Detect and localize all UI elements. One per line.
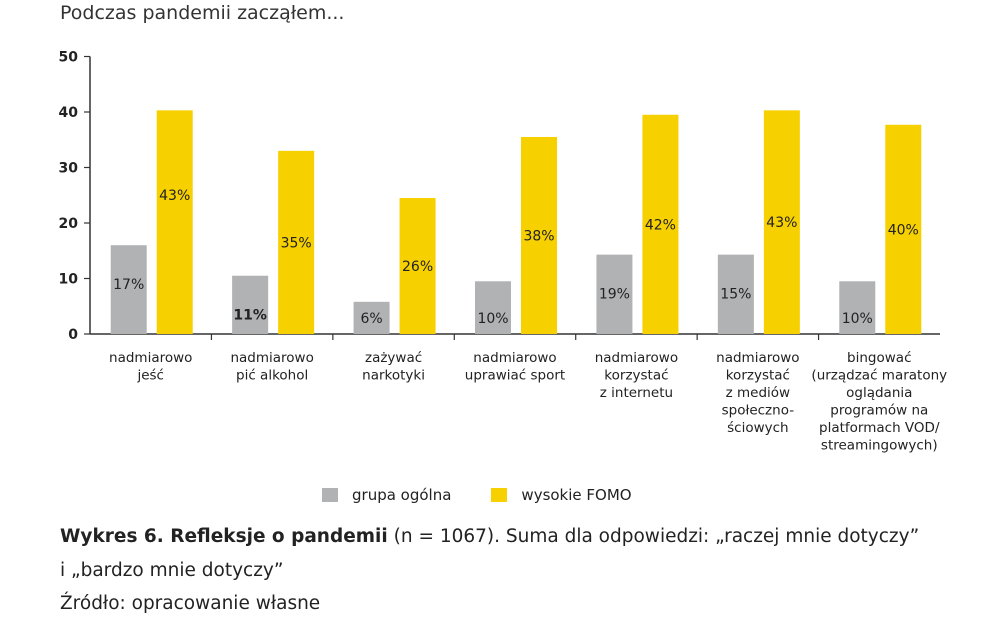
y-tick-label: 40 xyxy=(59,105,79,121)
data-label: 6% xyxy=(360,311,382,327)
bar-wysokie-fomo xyxy=(521,136,557,334)
x-category-label: nadmiarowo jeść xyxy=(109,350,192,384)
bar-chart: 0 10 20 30 40 50 17% 43% nadmiarowo jeść 11% 35% na… xyxy=(59,50,948,454)
data-label: 19% xyxy=(599,287,630,303)
x-category-label-line: nadmiarowo xyxy=(716,350,799,366)
x-category-label: nadmiarowo korzystać z internetu xyxy=(595,350,678,401)
y-tick-label: 20 xyxy=(59,216,79,232)
x-category-label-line: streamingowych) xyxy=(821,438,938,454)
x-category-label: nadmiarowo uprawiać sport xyxy=(465,350,565,384)
data-label: 42% xyxy=(645,217,676,233)
legend-item-wysokie-fomo: wysokie FOMO xyxy=(491,486,632,504)
x-category-label-line: zażywać xyxy=(365,350,422,366)
x-category-label-line: korzystać xyxy=(604,368,668,384)
y-tick-label: 50 xyxy=(59,50,79,66)
bar-wysokie-fomo xyxy=(642,114,679,335)
bar-wysokie-fomo xyxy=(278,150,315,334)
legend-label-grupa-ogolna: grupa ogólna xyxy=(352,486,452,504)
x-category-label-line: z mediów xyxy=(726,385,790,401)
data-label: 17% xyxy=(113,277,144,293)
x-category-label-line: (urządzać maratony xyxy=(811,368,947,384)
data-label: 40% xyxy=(888,222,919,238)
bar-wysokie-fomo xyxy=(156,110,193,335)
y-tick-label: 10 xyxy=(59,272,79,288)
x-category-label-line: nadmiarowo xyxy=(109,350,192,366)
legend-label-wysokie-fomo: wysokie FOMO xyxy=(521,486,632,504)
x-category-label-line: z internetu xyxy=(600,385,673,401)
legend: grupa ogólna wysokie FOMO xyxy=(322,486,672,504)
bar-wysokie-fomo xyxy=(763,110,800,335)
x-category-label-line: nadmiarowo xyxy=(595,350,678,366)
bar-grupa-ogolna xyxy=(475,281,511,334)
data-label: 15% xyxy=(720,287,751,303)
x-category-label-line: narkotyki xyxy=(362,368,425,384)
bar-wysokie-fomo xyxy=(399,198,436,334)
chart-header: Podczas pandemii zacząłem... xyxy=(60,2,345,24)
x-category-label-line: nadmiarowo xyxy=(473,350,556,366)
bar-grupa-ogolna xyxy=(353,301,390,334)
bar-grupa-ogolna xyxy=(839,281,876,334)
chart-labels: 17% 43% nadmiarowo jeść 11% 35% nadmiarowo pić … xyxy=(109,188,947,453)
bar-grupa-ogolna xyxy=(596,254,633,334)
data-label: 10% xyxy=(477,311,508,327)
data-label: 11% xyxy=(233,308,267,324)
data-label: 26% xyxy=(402,259,433,275)
bar-grupa-ogolna xyxy=(232,275,269,334)
caption-rest: (n = 1067). Suma dla odpowiedzi: „raczej… xyxy=(387,526,920,547)
x-category-label-line: korzystać xyxy=(726,368,790,384)
x-category-label-line: społeczno- xyxy=(722,403,795,419)
x-category-label-line: ściowych xyxy=(727,420,788,436)
x-category-label-line: nadmiarowo xyxy=(230,350,313,366)
data-label: 43% xyxy=(159,188,190,204)
caption-title: Wykres 6. Refleksje o pandemii xyxy=(60,526,388,547)
data-label: 43% xyxy=(766,215,797,231)
bar-grupa-ogolna xyxy=(717,254,754,334)
caption-source: Źródło: opracowanie własne xyxy=(60,593,321,614)
x-category-label-line: programów na xyxy=(830,403,928,419)
x-category-label-line: pić alkohol xyxy=(236,368,308,384)
x-category-label: nadmiarowo pić alkohol xyxy=(230,350,313,384)
x-category-label-line: oglądania xyxy=(846,385,912,401)
x-category-label-line: bingować xyxy=(847,350,911,366)
x-category-label-line: platformach VOD/ xyxy=(819,420,940,436)
x-category-label-line: jeść xyxy=(136,368,164,384)
data-label: 35% xyxy=(281,235,312,251)
bar-grupa-ogolna xyxy=(110,245,147,334)
x-category-label-line: uprawiać sport xyxy=(465,368,565,384)
caption-line-1: Wykres 6. Refleksje o pandemii (n = 1067… xyxy=(60,526,919,547)
y-tick-label: 0 xyxy=(68,327,78,343)
data-label: 38% xyxy=(523,228,554,244)
legend-item-grupa-ogolna: grupa ogólna xyxy=(322,486,451,504)
legend-swatch-grupa-ogolna xyxy=(322,488,338,502)
bar-wysokie-fomo xyxy=(885,124,922,334)
data-label: 10% xyxy=(842,311,873,327)
y-tick-label: 30 xyxy=(59,161,79,177)
legend-swatch-wysokie-fomo xyxy=(491,488,508,502)
chart-bars xyxy=(110,110,922,335)
x-category-label: zażywać narkotyki xyxy=(362,350,425,384)
x-category-label: bingować (urządzać maratony oglądania progr… xyxy=(811,350,947,454)
x-category-label: nadmiarowo korzystać z mediów społeczno-ści… xyxy=(716,350,799,436)
caption-line-2: i „bardzo mnie dotyczy” xyxy=(60,560,284,581)
